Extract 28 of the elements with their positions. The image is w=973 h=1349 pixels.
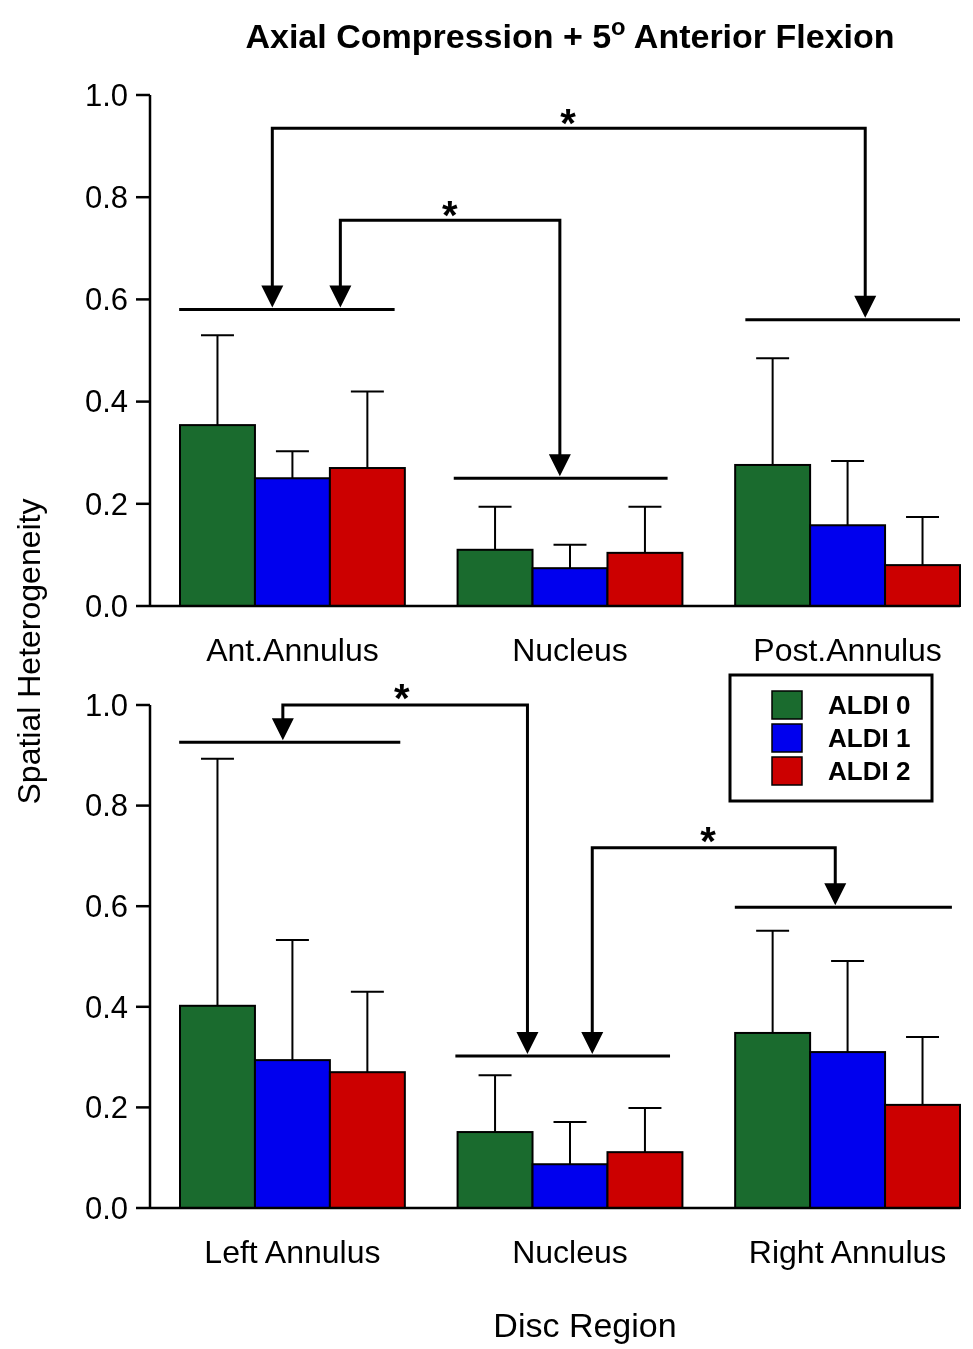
- x-tick-label: Post.Annulus: [753, 632, 942, 668]
- y-tick-label: 0.4: [84, 989, 128, 1025]
- legend-label: ALDI 0: [828, 690, 911, 721]
- y-tick-label: 0.0: [84, 1190, 128, 1226]
- y-tick-label: 0.2: [84, 486, 128, 522]
- y-tick-label: 0.6: [84, 282, 128, 318]
- x-tick-label: Ant.Annulus: [206, 632, 379, 668]
- y-axis-title: Spatial Heterogeneity: [11, 498, 47, 805]
- annotation: *: [560, 101, 577, 146]
- x-tick-label: Nucleus: [512, 632, 628, 668]
- y-tick-label: 0.6: [84, 889, 128, 925]
- y-tick-label: 0.2: [84, 1090, 128, 1126]
- y-tick-label: 0.8: [84, 180, 128, 216]
- y-tick-label: 0.4: [84, 384, 128, 420]
- chart-title: Axial Compression + 5$^{o}$ Anterior Flexion: [245, 12, 895, 55]
- y-tick-label: 0.8: [84, 788, 128, 824]
- x-axis-title: Disc Region: [493, 1306, 677, 1344]
- legend-label: ALDI 2: [828, 756, 911, 787]
- x-tick-label: Left Annulus: [204, 1234, 381, 1270]
- x-tick-label: Nucleus: [512, 1234, 628, 1270]
- annotation: *: [394, 675, 411, 720]
- y-tick-label: 0.0: [84, 588, 128, 624]
- y-tick-label: 1.0: [84, 687, 128, 723]
- x-tick-label: Right Annulus: [748, 1234, 947, 1270]
- annotation: *: [700, 819, 717, 864]
- y-tick-label: 1.0: [84, 77, 128, 113]
- legend-label: ALDI 1: [828, 723, 911, 754]
- annotation: *: [441, 193, 458, 238]
